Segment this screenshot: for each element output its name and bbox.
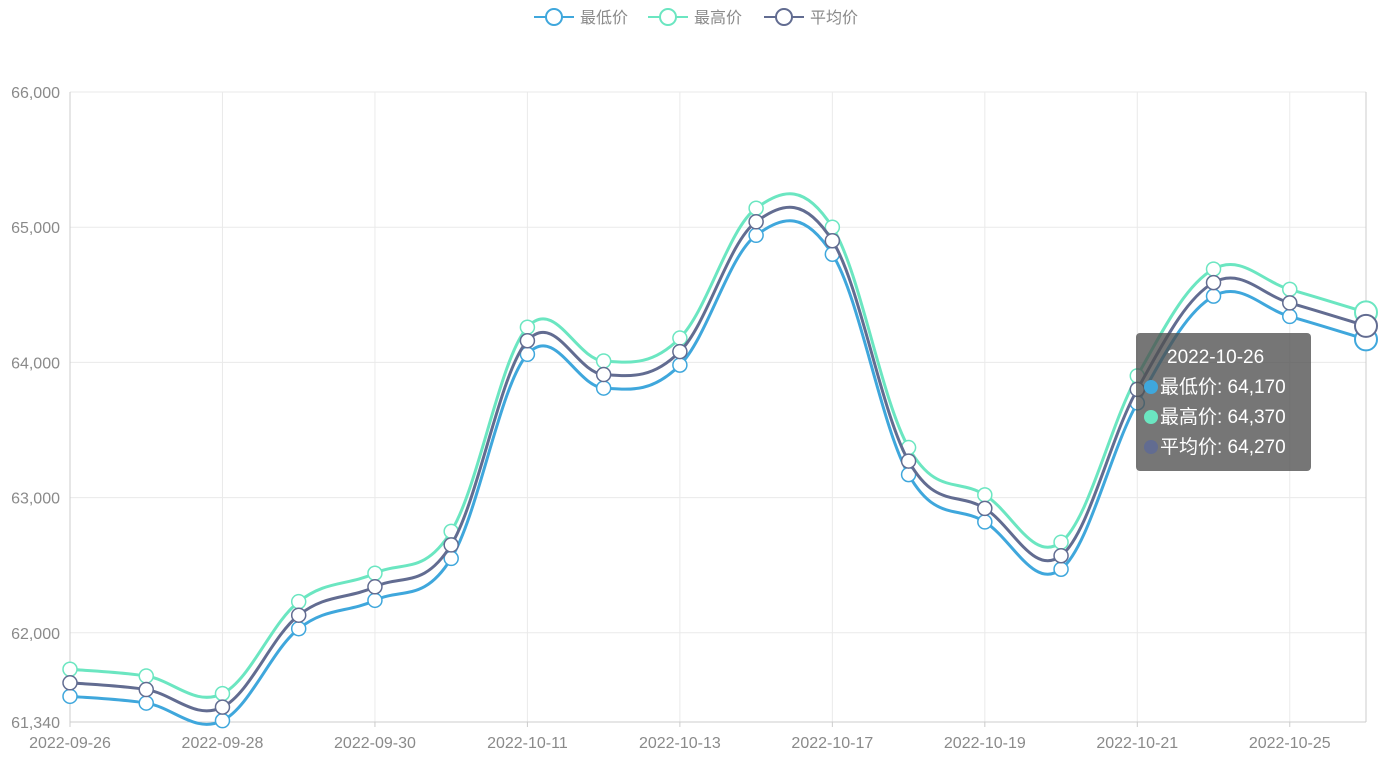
x-tick-label: 2022-09-30	[334, 735, 416, 752]
series-min-point[interactable]	[214, 712, 231, 729]
series-avg-point[interactable]	[1282, 295, 1298, 311]
tooltip-row-max-text: 最高价: 64,370	[1160, 407, 1286, 428]
series-max-point[interactable]	[1205, 261, 1222, 277]
series-avg-point[interactable]	[900, 453, 917, 469]
series-avg-point[interactable]	[1053, 547, 1069, 564]
series-min-point[interactable]	[977, 514, 993, 530]
series-max-point[interactable]	[62, 661, 78, 678]
series-min-point[interactable]	[672, 357, 688, 373]
legend-label: 平均价	[810, 9, 858, 27]
legend-item-min[interactable]: 最低价	[534, 8, 628, 27]
legend-label: 最低价	[580, 9, 628, 27]
series-min-point[interactable]	[1282, 308, 1298, 325]
series-avg-point[interactable]	[595, 366, 612, 383]
series-min-point[interactable]	[62, 688, 78, 705]
series-min-point[interactable]	[595, 380, 612, 396]
series-max-dot-icon	[1144, 410, 1158, 424]
series-avg-point[interactable]	[214, 699, 231, 715]
legend[interactable]: 最低价 最高价 平均价	[534, 8, 858, 27]
chart-tooltip: 2022-10-26 最低价: 64,170 最高价: 64,370 平均价: …	[1136, 333, 1311, 471]
tooltip-row-avg: 平均价: 64,270	[1144, 433, 1303, 463]
x-tick-label: 2022-09-26	[29, 735, 111, 752]
legend-circle-icon	[545, 8, 563, 26]
legend-circle-icon	[659, 8, 677, 26]
series-max-point[interactable]	[519, 319, 536, 335]
series-avg-point[interactable]	[290, 607, 307, 623]
axes: 61,340 62,000 63,000 64,000 65,000 66,000 2022…	[11, 85, 1367, 752]
tooltip-row-avg-text: 平均价: 64,270	[1160, 437, 1286, 458]
tooltip-row-max: 最高价: 64,370	[1144, 403, 1303, 433]
x-tick-label: 2022-10-25	[1249, 735, 1331, 752]
y-tick-label: 66,000	[11, 85, 60, 102]
series-avg-point[interactable]	[977, 500, 993, 517]
x-tick-label: 2022-10-13	[639, 735, 721, 752]
y-tick-label: 61,340	[11, 715, 60, 732]
legend-item-max[interactable]: 最高价	[648, 8, 742, 27]
tooltip-row-min-text: 最低价: 64,170	[1160, 377, 1286, 398]
series-max-point[interactable]	[977, 487, 993, 503]
series-min-point[interactable]	[748, 227, 764, 244]
tooltip-row-min: 最低价: 64,170	[1144, 373, 1303, 403]
legend-circle-icon	[775, 8, 793, 26]
x-tick-label: 2022-10-19	[944, 735, 1026, 752]
legend-item-avg[interactable]: 平均价	[764, 8, 858, 27]
y-tick-label: 64,000	[11, 355, 60, 372]
series-avg-dot-icon	[1144, 440, 1158, 454]
series-avg-point[interactable]	[748, 214, 764, 230]
series-max-point[interactable]	[214, 685, 231, 702]
series-max-point[interactable]	[367, 565, 383, 582]
series-max-point[interactable]	[290, 593, 307, 610]
x-tick-label: 2022-10-17	[791, 735, 873, 752]
y-tick-label: 65,000	[11, 220, 60, 237]
series-max-point[interactable]	[1282, 281, 1298, 298]
series-avg-point[interactable]	[62, 675, 78, 691]
series-min-line	[69, 219, 1367, 726]
series-avg-point[interactable]	[138, 681, 154, 698]
series-avg-point[interactable]	[443, 537, 459, 553]
series-max-point[interactable]	[672, 330, 688, 346]
series-min-point[interactable]	[290, 620, 307, 637]
series-avg-point[interactable]	[1205, 274, 1222, 291]
series-avg-point[interactable]	[1354, 313, 1378, 338]
series-avg-point[interactable]	[672, 343, 688, 360]
tooltip-title: 2022-10-26	[1167, 347, 1265, 368]
series-max-point[interactable]	[748, 200, 764, 217]
series-min-point[interactable]	[367, 592, 383, 609]
y-tick-label: 62,000	[11, 626, 60, 643]
series-min-point[interactable]	[138, 695, 154, 711]
series-max-point[interactable]	[1053, 534, 1069, 550]
y-tick-label: 63,000	[11, 491, 60, 508]
x-tick-label: 2022-10-21	[1096, 735, 1178, 752]
legend-label: 最高价	[694, 9, 742, 27]
x-tick-label: 2022-10-11	[487, 735, 568, 752]
series-max-point[interactable]	[595, 353, 612, 369]
series-avg-point[interactable]	[824, 232, 841, 249]
series-avg	[62, 205, 1378, 715]
x-tick-label: 2022-09-28	[182, 735, 264, 752]
series-lines	[62, 192, 1378, 729]
series-min-point[interactable]	[1053, 561, 1069, 577]
series-min-dot-icon	[1144, 380, 1158, 394]
series-max-point[interactable]	[138, 668, 154, 684]
series-avg-point[interactable]	[519, 333, 536, 349]
series-avg-point[interactable]	[367, 579, 383, 595]
series-min-point[interactable]	[1205, 288, 1222, 304]
